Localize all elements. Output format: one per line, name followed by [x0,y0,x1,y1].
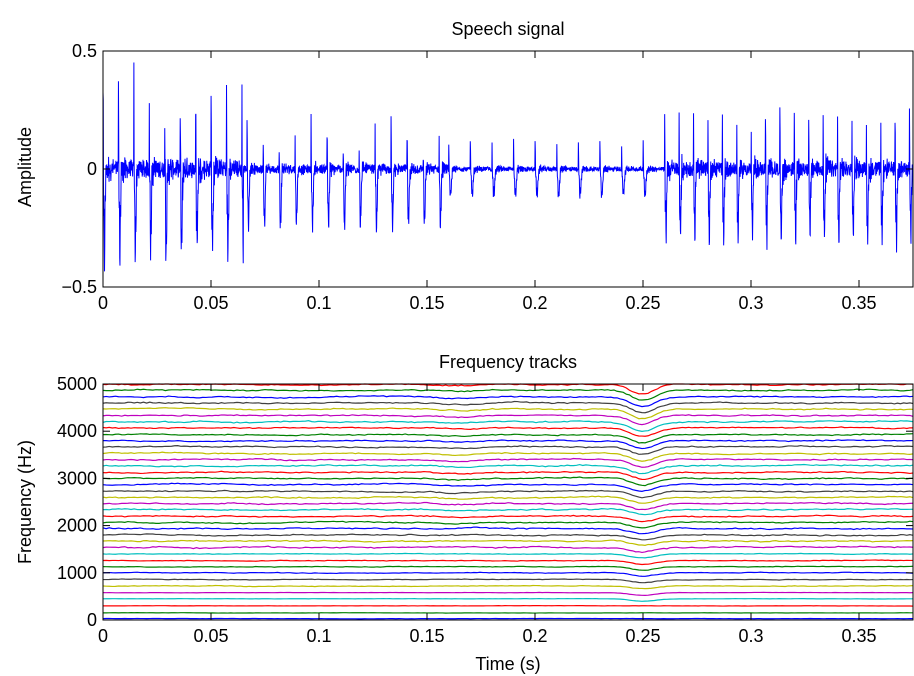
speech-signal-ticks: 0 0.05 0.1 0.15 0.2 0.25 0.3 0.35−0.500.5 [61,41,913,313]
frequency-tracks-y-tick-label: 5000 [57,374,97,394]
frequency-axis-label: Frequency (Hz) [15,440,35,564]
frequency-track-line [102,420,914,432]
speech-signal-panel: Speech signal Amplitude 0 0.05 0.1 0.15 0.2 0… [15,19,914,313]
frequency-track-line [102,545,914,554]
frequency-track-line [102,559,913,566]
frequency-tracks-panel: Frequency tracks Frequency (Hz) Time (s)… [15,352,914,674]
frequency-tracks-x-tick-label: 0.05 [193,626,228,646]
frequency-track-line [102,533,914,541]
speech-signal-x-tick-label: 0.05 [193,293,228,313]
speech-signal-x-tick-label: 0.2 [522,293,547,313]
frequency-track-line [102,489,914,499]
frequency-track-line [102,451,914,462]
speech-signal-plot-area [102,62,914,272]
frequency-track-line [102,514,914,523]
frequency-track-line [102,388,914,401]
frequency-tracks-ticks: 0 0.05 0.1 0.15 0.2 0.25 0.3 0.35 0 1000 2000 3000 4… [57,374,913,646]
frequency-track-line [102,539,914,546]
speech-signal-x-tick-label: 0.3 [738,293,763,313]
frequency-track-line [102,426,914,437]
frequency-track-line [102,476,914,487]
speech-signal-y-tick-label: 0.5 [72,41,97,61]
frequency-tracks-x-tick-label: 0.15 [409,626,444,646]
frequency-track-line [102,507,914,516]
frequency-track-line [102,495,914,504]
frequency-track-line [102,584,914,590]
frequency-tracks-x-tick-label: 0.1 [306,626,331,646]
frequency-track-line [102,444,914,455]
frequency-track-line [102,604,914,607]
frequency-track-line [102,457,914,468]
frequency-tracks-x-tick-label: 0.3 [738,626,763,646]
frequency-track-line [102,407,914,420]
frequency-tracks-x-tick-label: 0.25 [625,626,660,646]
frequency-track-line [102,578,914,584]
speech-signal-x-tick-label: 0.1 [306,293,331,313]
frequency-track-line [102,597,914,602]
frequency-track-line [102,395,914,408]
frequency-tracks-y-tick-label: 2000 [57,516,97,536]
frequency-track-line [102,470,914,481]
frequency-track-line [102,520,914,529]
frequency-tracks-title: Frequency tracks [439,352,577,372]
speech-signal-y-tick-label: −0.5 [61,277,97,297]
frequency-track-line [102,433,914,444]
frequency-tracks-x-tick-label: 0.35 [841,626,876,646]
speech-signal-x-tick-label: 0 [98,293,108,313]
frequency-track-line [102,565,914,571]
speech-signal-title: Speech signal [451,19,564,39]
frequency-track-line [102,482,914,492]
speech-signal-x-tick-label: 0.15 [409,293,444,313]
frequency-track-line [102,552,914,559]
frequency-track-line [102,400,914,414]
frequency-tracks-x-tick-label: 0.2 [522,626,547,646]
frequency-track-line [102,414,914,426]
frequency-track-line [102,439,914,450]
frequency-tracks-y-tick-label: 0 [87,610,97,630]
frequency-tracks-axes-frame [102,383,914,621]
frequency-track-line [102,383,914,395]
frequency-tracks-y-tick-label: 1000 [57,563,97,583]
time-axis-label: Time (s) [475,654,540,674]
frequency-track-line [102,571,914,577]
frequency-tracks-x-tick-label: 0 [98,626,108,646]
frequency-tracks-y-tick-label: 3000 [57,468,97,488]
frequency-track-line [102,526,914,535]
amplitude-axis-label: Amplitude [15,127,35,207]
frequency-track-line [102,463,914,475]
frequency-track-line [102,591,914,597]
frequency-track-line [102,501,914,511]
speech-signal-x-tick-label: 0.25 [625,293,660,313]
speech-waveform-line [102,62,914,272]
speech-signal-y-tick-label: 0 [87,159,97,179]
frequency-tracks-plot-area [102,383,914,620]
frequency-tracks-y-tick-label: 4000 [57,421,97,441]
speech-signal-x-tick-label: 0.35 [841,293,876,313]
